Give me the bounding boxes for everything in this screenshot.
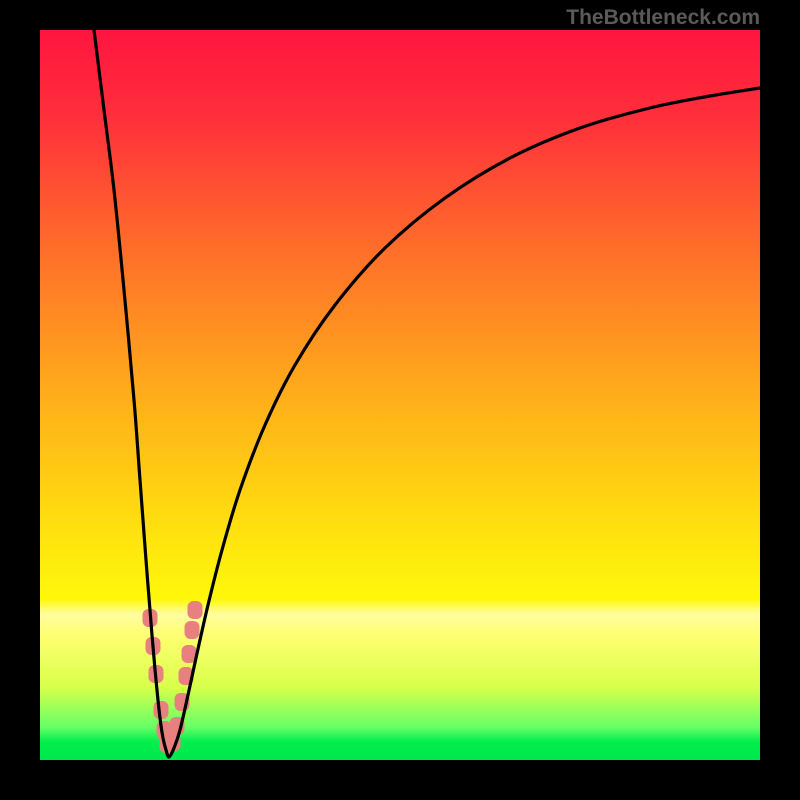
curve-layer — [40, 30, 760, 760]
plot-area — [40, 30, 760, 760]
chart-frame: TheBottleneck.com — [0, 0, 800, 800]
watermark-label: TheBottleneck.com — [566, 6, 760, 30]
marker-bead — [188, 601, 203, 619]
marker-bead — [185, 621, 200, 639]
